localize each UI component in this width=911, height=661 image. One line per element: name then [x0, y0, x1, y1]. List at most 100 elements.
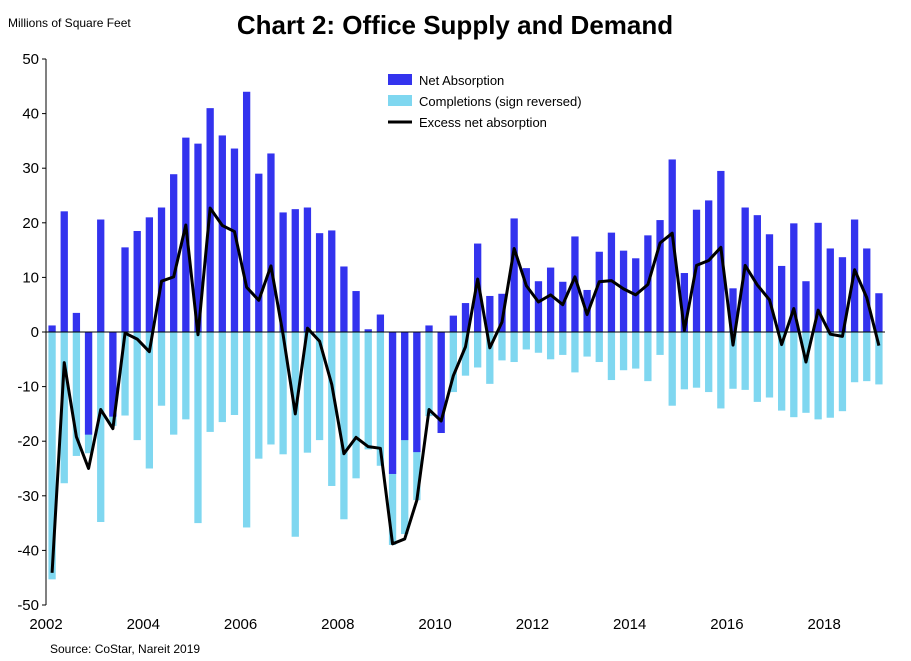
y-tick-label: 10: [22, 269, 39, 286]
net-absorption-bar: [352, 291, 360, 332]
y-tick-label: 30: [22, 160, 39, 177]
net-absorption-bar: [449, 315, 457, 332]
net-absorption-bar: [303, 207, 312, 332]
completions-bar: [194, 332, 202, 524]
y-tick-label: 0: [31, 324, 39, 341]
completions-bar: [303, 332, 312, 453]
completions-bar: [838, 332, 847, 412]
completions-bar: [48, 332, 56, 580]
completions-bar: [145, 332, 154, 469]
excess-net-absorption-line: [50, 206, 881, 573]
completions-bar: [425, 332, 433, 417]
net-absorption-bar: [388, 332, 397, 474]
completions-bar: [534, 332, 543, 353]
completions-bar: [863, 332, 871, 382]
completions-bar: [328, 332, 336, 486]
completions-bar: [522, 332, 530, 350]
net-absorption-bar: [814, 222, 822, 332]
net-absorption-bar: [461, 303, 470, 332]
completions-bar: [668, 332, 676, 406]
x-tick-label: 2006: [224, 616, 257, 633]
net-absorption-bar: [109, 332, 117, 417]
net-absorption-bar: [753, 215, 761, 332]
completions-bars: [48, 332, 883, 580]
net-absorption-bar: [522, 268, 530, 332]
x-tick-label: 2012: [516, 616, 549, 633]
net-absorption-bar: [376, 314, 385, 332]
legend-swatch: [388, 95, 412, 106]
x-axis-ticks: 2002 2004 2006 2008 2010 2012 2014 2016 2018: [29, 616, 841, 633]
net-absorption-bar: [595, 251, 603, 332]
net-absorption-bar: [315, 233, 324, 332]
completions-bar: [230, 332, 239, 415]
completions-bar: [242, 332, 251, 528]
y-axis-ticks: 50 40 30 20 10 0 -10 -20 -30 -40 -50: [17, 51, 46, 614]
net-absorption-bar: [863, 248, 871, 332]
x-tick-label: 2008: [321, 616, 354, 633]
net-absorption-bar: [680, 273, 689, 332]
completions-bar: [778, 332, 786, 411]
completions-bar: [218, 332, 226, 423]
legend-label: Completions (sign reversed): [419, 94, 582, 109]
y-tick-label: 40: [22, 106, 39, 123]
completions-bar: [486, 332, 494, 384]
net-absorption-bar: [826, 248, 834, 332]
chart-title: Chart 2: Office Supply and Demand: [237, 10, 673, 40]
net-absorption-bar: [291, 209, 299, 332]
completions-bar: [741, 332, 749, 390]
net-absorption-bar: [875, 293, 883, 332]
net-absorption-bar: [559, 281, 567, 332]
net-absorption-bar: [255, 173, 263, 332]
net-absorption-bar: [267, 153, 275, 332]
completions-bar: [60, 332, 68, 484]
completions-bar: [632, 332, 640, 369]
y-tick-label: -40: [17, 542, 39, 559]
x-tick-label: 2010: [418, 616, 451, 633]
x-tick-label: 2004: [127, 616, 160, 633]
legend: Net Absorption Completions (sign reversed…: [388, 73, 582, 130]
y-tick-label: -20: [17, 433, 39, 450]
completions-bar: [72, 332, 81, 456]
net-absorption-bar: [84, 332, 93, 435]
net-absorption-bar: [571, 236, 579, 332]
completions-bar: [291, 332, 299, 537]
y-tick-label: -30: [17, 488, 39, 505]
completions-bar: [279, 332, 287, 455]
net-absorption-bar: [60, 211, 68, 332]
completions-bar: [461, 332, 470, 376]
completions-bar: [559, 332, 567, 355]
completions-bar: [729, 332, 737, 389]
net-absorption-bar: [364, 329, 372, 332]
x-tick-label: 2016: [710, 616, 743, 633]
x-tick-label: 2014: [613, 616, 646, 633]
net-absorption-bar: [401, 332, 409, 441]
completions-bar: [826, 332, 834, 418]
net-absorption-bar: [133, 230, 141, 332]
y-tick-label: 50: [22, 51, 39, 68]
net-absorption-bar: [121, 247, 129, 332]
net-absorption-bar: [534, 281, 543, 332]
completions-bar: [364, 332, 372, 450]
completions-bar: [802, 332, 810, 413]
net-absorption-bar: [778, 265, 786, 332]
net-absorption-bar: [705, 200, 713, 332]
completions-bar: [133, 332, 141, 441]
completions-bar: [765, 332, 774, 398]
completions-bar: [474, 332, 482, 368]
net-absorption-bar: [437, 332, 445, 434]
completions-bar: [157, 332, 166, 406]
completions-bar: [644, 332, 652, 382]
net-absorption-bar: [619, 250, 628, 332]
net-absorption-bar: [474, 243, 482, 332]
net-absorption-bar: [802, 281, 810, 332]
net-absorption-bar: [486, 295, 494, 332]
completions-bar: [717, 332, 725, 409]
completions-bar: [182, 332, 190, 420]
legend-label: Excess net absorption: [419, 115, 547, 130]
completions-bar: [498, 332, 506, 361]
completions-bar: [850, 332, 859, 383]
net-absorption-bar: [425, 325, 433, 332]
net-absorption-bar: [194, 143, 202, 332]
x-tick-label: 2018: [808, 616, 841, 633]
